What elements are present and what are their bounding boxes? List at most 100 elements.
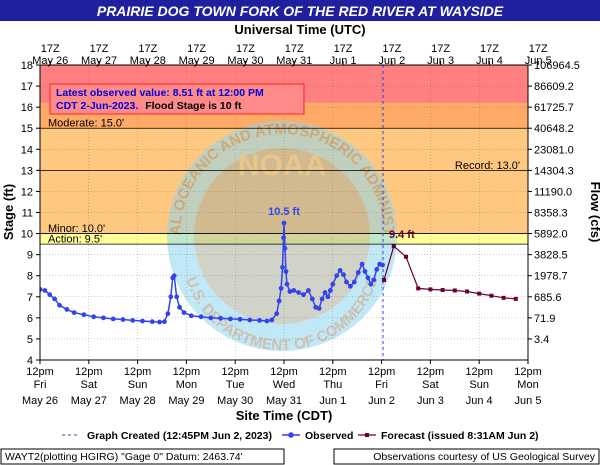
forecast-point (391, 244, 396, 249)
observed-point (291, 288, 297, 293)
legend-graph-created-label: Graph Created (12:45PM Jun 2, 2023) (87, 430, 272, 442)
flow-tick-label: 685.6 (534, 292, 562, 304)
y2-axis-title: Flow (cfs) (588, 182, 600, 243)
axes: 4 5 6 7 8 9 10 11 12 13 14 15 16 17 18 3.4 71.9 685.6 1978… (21, 43, 580, 407)
observed-point (171, 273, 177, 279)
threshold-label-minor: Minor: 10.0' (48, 223, 105, 235)
forecast-point (465, 289, 469, 294)
y-axis-title: Stage (ft) (1, 184, 16, 240)
flow-tick-label: 5892.0 (534, 229, 568, 241)
y-tick-label: 14 (21, 144, 33, 156)
y-tick-label: 9 (27, 250, 33, 262)
forecast-point (440, 288, 445, 293)
observed-point (264, 318, 270, 324)
observed-point (168, 294, 174, 300)
y-tick-label: 5 (27, 334, 33, 346)
x-tick-time: 12pm (319, 366, 347, 378)
x-tick-day: Wed (273, 379, 295, 391)
observed-point (181, 310, 187, 315)
observed-point (162, 319, 167, 325)
flow-tick-label: 14304.3 (534, 165, 574, 177)
y-tick-label: 15 (21, 123, 33, 135)
observed-point (296, 290, 302, 295)
x-tick-time: 12pm (465, 366, 493, 378)
forecast-peak-label: 9.4 ft (389, 229, 415, 241)
observed-point (174, 294, 180, 300)
top-tick-time: 17Z (236, 43, 255, 55)
observed-point (316, 305, 322, 311)
y-tick-label: 10 (21, 229, 33, 241)
observed-point (306, 288, 311, 293)
y-tick-label: 4 (27, 355, 33, 367)
legend-observed-marker (288, 432, 294, 438)
legend: Graph Created (12:45PM Jun 2, 2023) Obse… (62, 430, 539, 442)
watermark-logo-text: NOAA (238, 149, 326, 182)
x-tick-day: Mon (517, 379, 538, 391)
observed-point (278, 285, 284, 291)
x-tick-date: Jun 2 (368, 395, 395, 407)
x-tick-day: Mon (176, 379, 197, 391)
x-tick-day: Sat (422, 379, 439, 391)
observed-point (287, 289, 293, 294)
observed-point (347, 283, 353, 289)
observed-point (322, 290, 328, 295)
footer-datum: WAYT2(plotting HGIRG) "Gage 0" Datum: 24… (5, 451, 243, 463)
footer-credit: Observations courtesy of US Geological S… (373, 451, 596, 463)
x-tick-time: 12pm (270, 366, 298, 378)
top-tick-date: Jun 1 (330, 55, 357, 67)
observed-point (330, 281, 336, 287)
y-tick-label: 17 (21, 81, 33, 93)
observed-point (355, 270, 361, 275)
observed-point (165, 311, 171, 317)
flood-stage-note: Flood Stage is 10 ft (145, 100, 242, 112)
x-tick-day: Thu (323, 379, 342, 391)
y-tick-label: 13 (21, 165, 33, 177)
observed-point (280, 264, 285, 270)
latest-value-box-frame (49, 83, 305, 115)
x-tick-day: Fri (34, 379, 47, 391)
observed-point (157, 319, 162, 325)
observed-point (283, 269, 289, 274)
observed-point (149, 319, 155, 325)
observed-point (42, 288, 48, 293)
forecast-point (452, 288, 457, 293)
observed-point (276, 298, 282, 304)
x-tick-time: 12pm (368, 366, 396, 378)
threshold-label-moderate: Moderate: 15.0' (48, 118, 124, 130)
observed-point (247, 317, 253, 323)
flow-tick-label: 61725.7 (534, 102, 574, 114)
observed-point (344, 279, 349, 285)
top-tick-time: 17Z (334, 43, 353, 55)
x-tick-date: May 31 (266, 395, 302, 407)
observed-point (47, 292, 53, 298)
x-tick-time: 12pm (417, 366, 445, 378)
observed-point (64, 307, 70, 312)
top-tick-time: 17Z (41, 43, 60, 55)
x-tick-date: Jun 1 (319, 395, 346, 407)
observed-peak-label: 10.5 ft (268, 206, 300, 218)
observed-point (40, 287, 43, 292)
top-tick-time: 17Z (90, 43, 109, 55)
top-tick-time: 17Z (529, 43, 548, 55)
y-tick-label: 12 (21, 186, 33, 198)
x-tick-date: Jun 3 (417, 395, 444, 407)
flow-tick-label: 8358.3 (534, 208, 568, 220)
top-tick-time: 17Z (187, 43, 206, 55)
observed-point (120, 317, 126, 322)
x-tick-date: May 29 (168, 395, 204, 407)
x-tick-time: 12pm (173, 366, 201, 378)
top-tick-date: May 30 (227, 55, 263, 67)
observed-point (374, 266, 380, 272)
x-tick-day: Sun (128, 379, 148, 391)
forecast-point (501, 295, 506, 300)
flow-tick-label: 3828.5 (534, 250, 568, 262)
top-tick-date: May 28 (130, 55, 166, 67)
latest-value-line2: CDT 2-Jun-2023. Flood Stage is 10 ft (56, 100, 242, 112)
top-tick-date: Jun 5 (525, 55, 552, 67)
x-tick-time: 12pm (221, 366, 249, 378)
observed-point (188, 313, 194, 319)
x-tick-date: Jun 4 (466, 395, 493, 407)
x-tick-day: Sat (81, 379, 98, 391)
x-tick-day: Tue (226, 379, 245, 391)
x-tick-day: Fri (375, 379, 388, 391)
